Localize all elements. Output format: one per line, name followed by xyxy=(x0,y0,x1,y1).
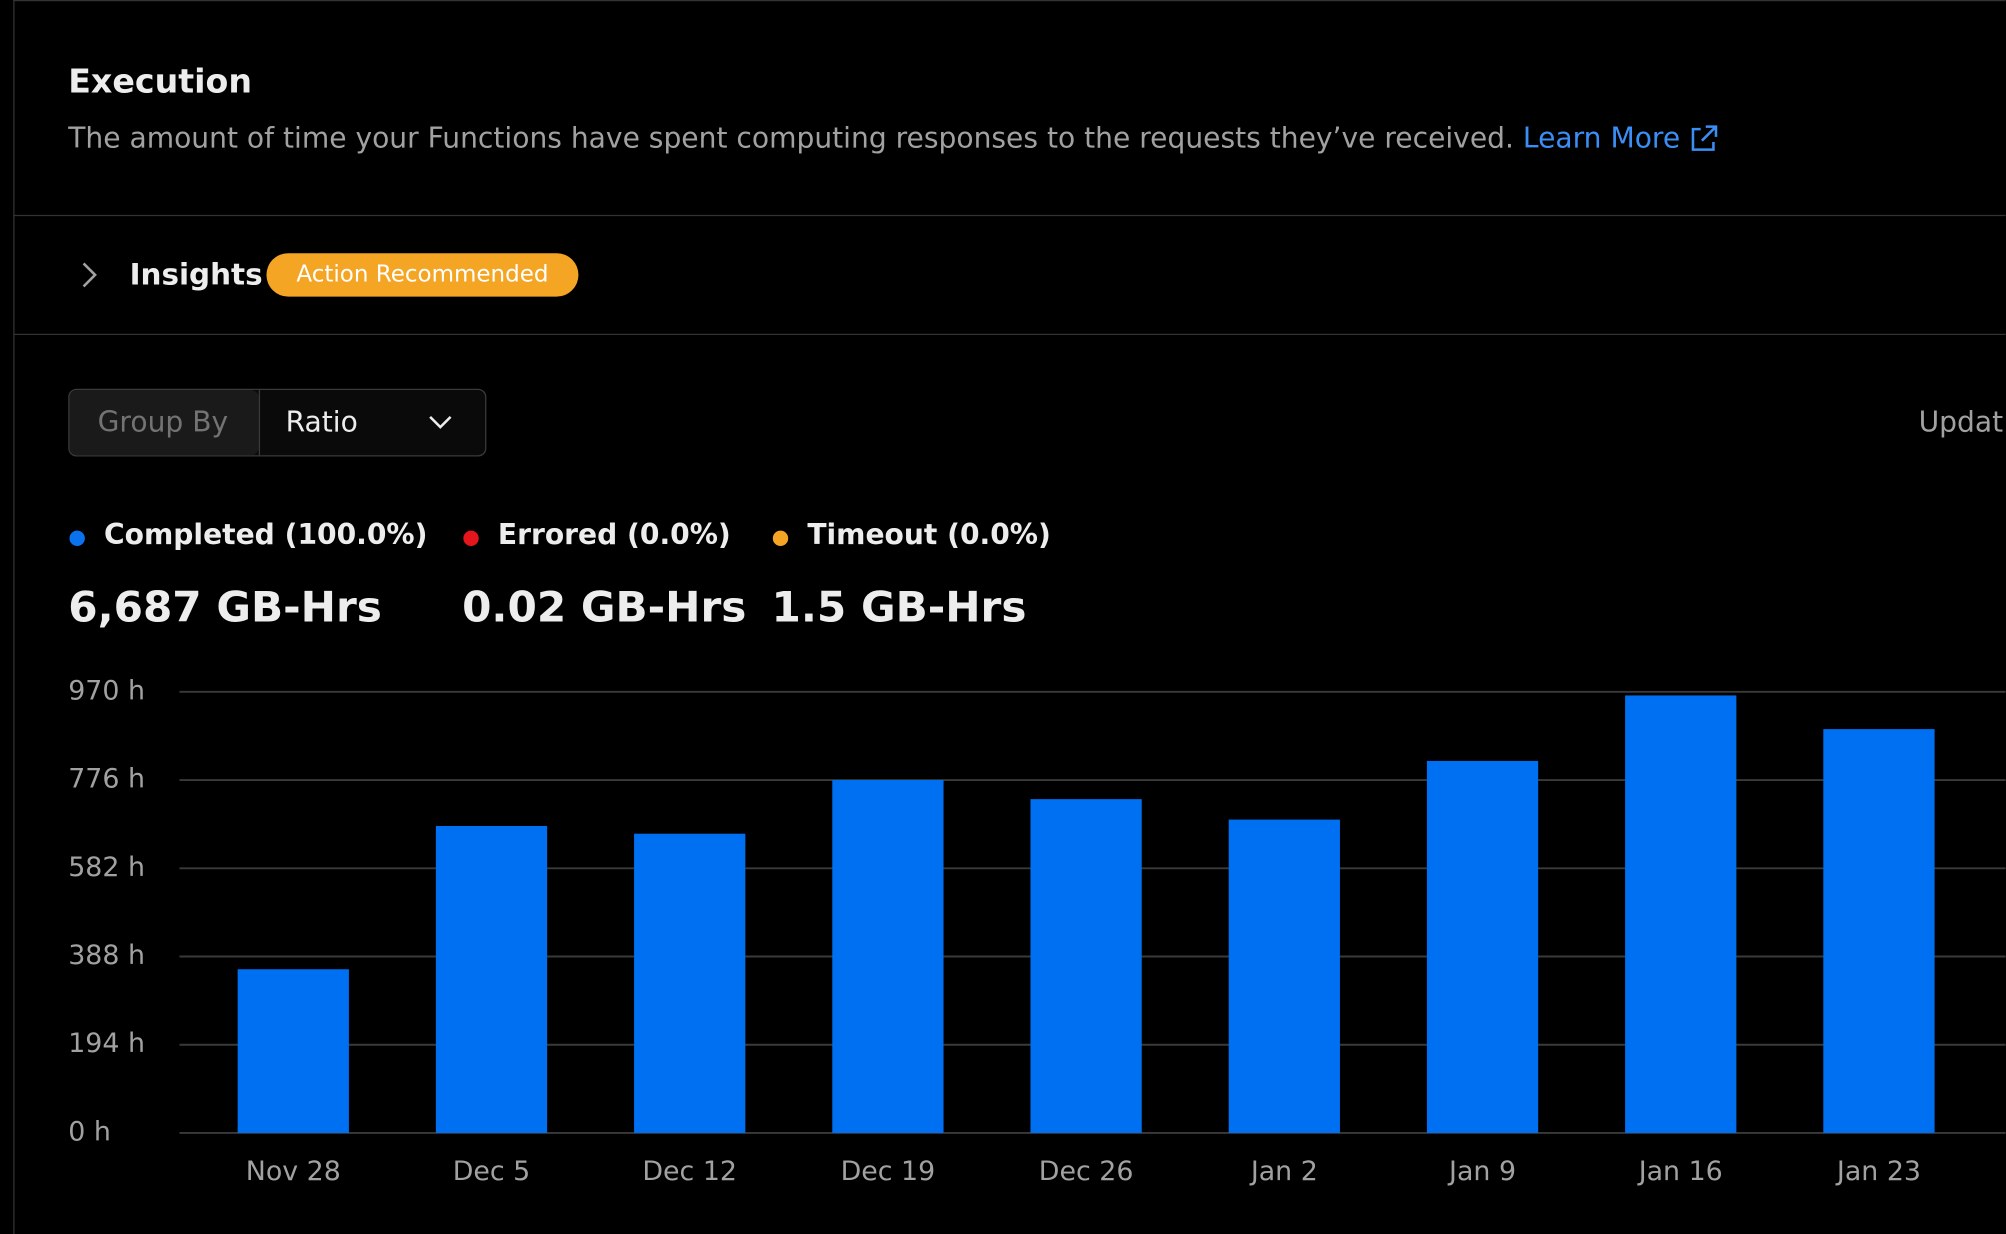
dropdown-chevron[interactable] xyxy=(429,415,452,429)
y-tick-label: 388 h xyxy=(68,940,145,971)
legend-dot xyxy=(463,530,479,547)
legend-label: Errored (0.0%) xyxy=(498,518,731,551)
insights-label[interactable]: Insights xyxy=(130,258,263,292)
description-text: The amount of time your Functions have s… xyxy=(67,121,1514,154)
bar xyxy=(634,833,746,1133)
expand-chevron[interactable] xyxy=(82,262,97,288)
x-tick-label: Dec 12 xyxy=(642,1156,737,1187)
group-by-value[interactable]: Ratio xyxy=(286,405,358,438)
x-tick-label: Jan 23 xyxy=(1835,1156,1921,1187)
group-by-label-box xyxy=(69,390,259,456)
y-tick-label: 194 h xyxy=(68,1028,145,1059)
description: The amount of time your Functions have s… xyxy=(67,121,1680,154)
x-tick-label: Jan 16 xyxy=(1637,1156,1723,1187)
summary-value: 0.02 GB-Hrs xyxy=(462,582,746,631)
y-tick-label: 776 h xyxy=(68,764,145,795)
legend-dot xyxy=(69,530,85,547)
bar xyxy=(1625,695,1737,1133)
y-tick-label: 970 h xyxy=(68,675,145,706)
learn-more-link[interactable]: Learn More xyxy=(1523,121,1680,154)
bar xyxy=(1823,729,1935,1133)
y-tick-label: 0 h xyxy=(68,1116,111,1147)
summary-value: 6,687 GB-Hrs xyxy=(68,582,382,631)
section-title: Execution xyxy=(68,62,252,101)
bar xyxy=(435,825,548,1133)
bar xyxy=(237,969,349,1133)
legend-label: Completed (100.0%) xyxy=(104,518,427,551)
bar xyxy=(1426,760,1539,1133)
badge xyxy=(266,253,579,297)
x-tick-label: Jan 2 xyxy=(1249,1156,1318,1187)
external-link-icon[interactable] xyxy=(1691,125,1718,151)
group-by-label: Group By xyxy=(98,405,229,438)
x-tick-label: Dec 26 xyxy=(1039,1156,1134,1187)
x-tick-label: Dec 19 xyxy=(841,1156,936,1187)
x-tick-label: Dec 5 xyxy=(453,1156,531,1187)
bar xyxy=(1030,799,1142,1133)
y-tick-label: 582 h xyxy=(68,852,145,883)
bar xyxy=(1228,819,1340,1133)
bar xyxy=(832,780,944,1133)
summary-value: 1.5 GB-Hrs xyxy=(772,582,1027,631)
legend-dot xyxy=(772,530,789,547)
x-tick-label: Nov 28 xyxy=(246,1156,341,1187)
x-tick-label: Jan 9 xyxy=(1447,1156,1516,1187)
legend-label: Timeout (0.0%) xyxy=(807,518,1050,551)
badge-text: Action Recommended xyxy=(296,261,548,287)
updated-text: Updat xyxy=(1919,405,2004,438)
